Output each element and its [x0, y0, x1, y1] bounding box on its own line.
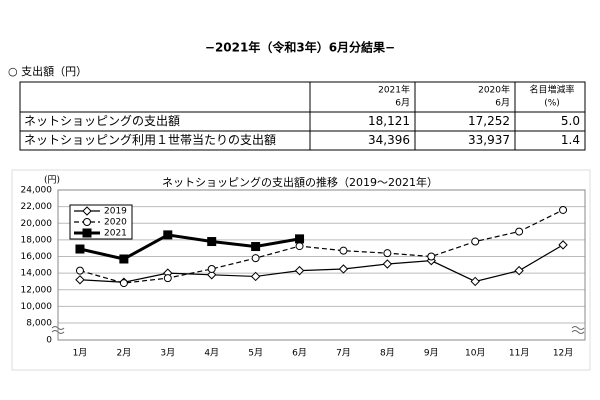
marker [471, 237, 480, 246]
column-header: 6月 [495, 98, 510, 109]
chart-frame [11, 169, 591, 371]
y-tick-label: 0 [46, 336, 52, 346]
marker [82, 228, 92, 238]
legend-label: 2021 [104, 229, 127, 239]
x-tick-label: 3月 [160, 348, 175, 359]
marker [75, 275, 85, 285]
marker [75, 244, 85, 254]
x-tick-label: 11月 [509, 348, 529, 359]
marker [251, 254, 260, 263]
marker [559, 205, 568, 214]
marker [75, 266, 84, 275]
cell-value: 33,937 [468, 133, 510, 147]
marker [82, 206, 92, 216]
marker [163, 230, 173, 240]
row-label: ネットショッピング利用１世帯当たりの支出額 [24, 133, 276, 147]
series-line [79, 233, 300, 261]
column-header: 名目増減率 [529, 84, 574, 96]
marker [514, 265, 524, 276]
marker [207, 237, 217, 247]
cell-value: 18,121 [368, 114, 410, 128]
x-tick-label: 7月 [336, 348, 351, 359]
column-header: (%) [544, 99, 560, 109]
marker [83, 218, 91, 226]
marker [207, 264, 216, 273]
marker [163, 274, 172, 283]
y-tick-label: 12,000 [21, 285, 53, 295]
x-tick-label: 6月 [292, 348, 307, 359]
cell-value: 5.0 [561, 114, 580, 128]
table-grid [19, 81, 586, 151]
y-tick-label: 18,000 [21, 235, 53, 245]
marker [339, 246, 348, 255]
y-unit: (円) [44, 175, 60, 186]
x-tick-label: 5月 [248, 348, 263, 359]
marker [207, 270, 217, 280]
column-header: 2021年 [378, 84, 410, 96]
plot-area [57, 189, 586, 341]
marker [251, 242, 261, 252]
marker [338, 264, 349, 274]
marker [294, 265, 305, 276]
x-tick-label: 2月 [117, 348, 132, 359]
marker [119, 279, 128, 288]
column-header: 6月 [395, 98, 410, 109]
marker [427, 252, 436, 261]
y-tick-label: 14,000 [21, 269, 53, 279]
cell-value: 17,252 [468, 114, 510, 128]
marker [295, 234, 305, 244]
legend-label: 2019 [104, 207, 127, 217]
y-tick-label: 8,000 [26, 319, 52, 329]
marker [558, 240, 568, 250]
column-header: 2020年 [478, 84, 510, 96]
marker [383, 249, 392, 258]
page-title: −2021年（令和3年）6月分結果− [205, 40, 395, 55]
y-tick-label: 10,000 [21, 302, 53, 312]
x-tick-label: 12月 [553, 348, 573, 359]
axis-break [51, 326, 585, 334]
marker [470, 276, 480, 287]
marker [515, 227, 524, 236]
y-tick-label: 24,000 [21, 186, 53, 196]
marker [119, 254, 129, 264]
y-tick-label: 20,000 [21, 219, 53, 229]
legend-label: 2020 [104, 218, 127, 228]
row-label: ネットショッピングの支出額 [24, 114, 180, 128]
section-label: ○ 支出額（円） [8, 64, 87, 78]
series-line [79, 244, 564, 283]
x-tick-label: 1月 [73, 348, 88, 359]
y-tick-label: 22,000 [21, 202, 53, 212]
marker [250, 271, 261, 282]
marker [295, 242, 304, 251]
marker [382, 259, 393, 269]
x-tick-label: 9月 [424, 348, 439, 359]
series-line [79, 209, 564, 284]
x-tick-label: 10月 [465, 348, 485, 359]
y-tick-label: 16,000 [21, 252, 53, 262]
x-tick-label: 4月 [204, 348, 219, 359]
chart-title: ネットショッピングの支出額の推移（2019～2021年） [162, 175, 438, 189]
cell-value: 34,396 [368, 133, 410, 147]
x-tick-label: 8月 [380, 348, 395, 359]
cell-value: 1.4 [561, 133, 580, 147]
